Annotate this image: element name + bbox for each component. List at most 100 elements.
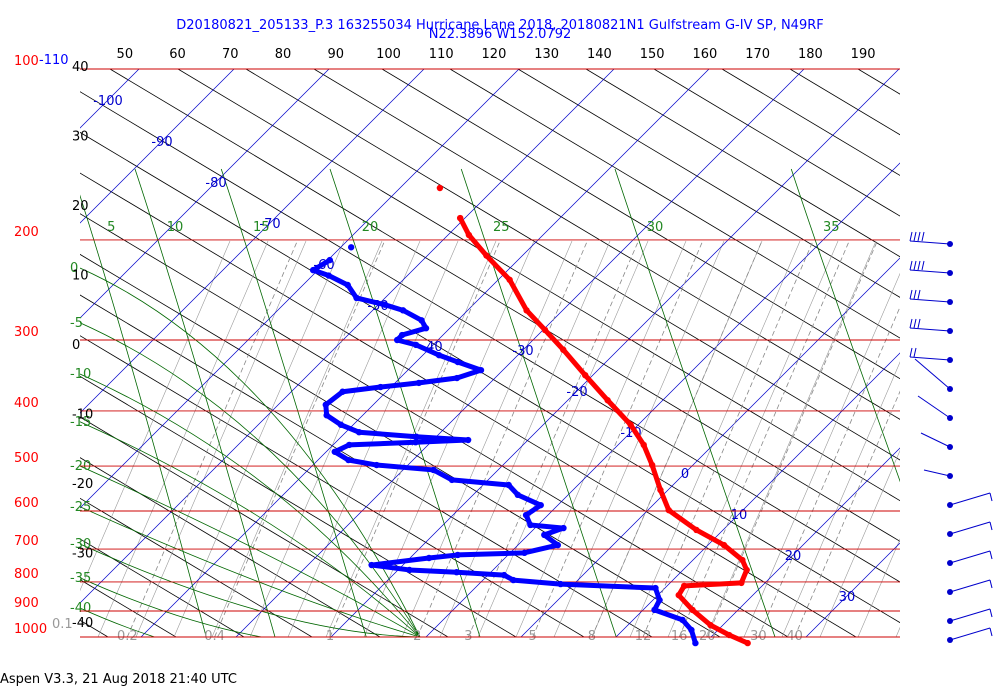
isotherm-label: 0 [681, 467, 689, 482]
height-tick-label: -30 [72, 547, 93, 562]
moist-adiabat [614, 168, 776, 637]
theta-left-label: -15 [70, 415, 91, 430]
wind-barb-flag [989, 492, 993, 502]
height-tick-label: 40 [72, 60, 89, 75]
profile-point [656, 596, 663, 604]
theta-top-label: 5 [107, 220, 115, 235]
mixing-ratio-label: 5 [529, 629, 537, 644]
profile-point [582, 371, 589, 379]
theta-left-label: -25 [70, 500, 91, 515]
profile-point [541, 326, 549, 334]
mixing-ratio-label: 0.4 [204, 629, 225, 644]
isotherm-label: -70 [259, 217, 280, 232]
profile-point [521, 549, 528, 557]
profile-point [353, 294, 360, 302]
wind-barb-flag [921, 231, 925, 242]
adiabat [80, 172, 857, 637]
wind-barb [949, 550, 991, 564]
mixing-ratio-line [794, 390, 900, 637]
moist-adiabat [80, 543, 421, 637]
top-tick-label: 160 [692, 47, 717, 62]
pressure-label: 800 [14, 567, 39, 582]
wind-barb-flag [989, 608, 993, 618]
wind-barb-flag [909, 289, 913, 300]
profile-point [560, 346, 567, 353]
isotherm [80, 69, 235, 224]
wind-barb-flag [909, 318, 913, 329]
profile-point [399, 307, 407, 314]
profile-point [422, 325, 430, 332]
profile-point [720, 541, 728, 549]
theta-left-label: -40 [70, 601, 91, 616]
wind-barb [909, 269, 951, 274]
adiabat [80, 457, 381, 637]
moist-adiabat [80, 577, 420, 637]
pressure-label: 600 [14, 496, 39, 511]
gray-guide [249, 240, 421, 637]
chart-subtitle: N22.3896 W152.0792 [429, 27, 572, 42]
profile-point [707, 621, 714, 629]
adiabat [857, 69, 900, 95]
theta-top-label: 25 [493, 220, 510, 235]
wind-barb [914, 358, 951, 390]
profile-point [309, 266, 317, 274]
top-tick-label: 60 [169, 47, 186, 62]
top-tick-label: 170 [745, 47, 770, 62]
moist-adiabat [220, 168, 367, 637]
footer: Aspen V3.3, 21 Aug 2018 21:40 UTC [0, 672, 237, 687]
isotherm-label: -30 [512, 344, 533, 359]
profile-point [477, 366, 485, 374]
wind-barb-flag [909, 231, 913, 242]
isotherm [710, 447, 900, 637]
adiabat [80, 91, 900, 583]
profile-point [347, 244, 355, 251]
wind-barb-flag [989, 579, 993, 589]
mixing-ratio-label: 8 [588, 629, 596, 644]
adiabat [80, 497, 313, 637]
mixing-ratio-line [706, 240, 878, 637]
wind-barb-flag [921, 260, 925, 271]
profile-point [483, 252, 490, 259]
profile-point [454, 358, 461, 366]
profile-point [339, 388, 346, 395]
mixing-ratio-label: 0.2 [117, 629, 138, 644]
pressure-label: 400 [14, 396, 39, 411]
gray-guide [80, 240, 231, 592]
theta-left-label: -5 [70, 316, 83, 331]
profile-point [679, 616, 686, 624]
profile-point [627, 421, 634, 428]
adiabat [80, 375, 517, 637]
wind-barb [917, 395, 951, 419]
mixing-ratio-label: 30 [750, 629, 767, 644]
wind-barb-flag [913, 318, 917, 329]
profile-point [337, 421, 345, 428]
adiabat [80, 213, 789, 637]
pressure-label: 1000 [14, 622, 47, 637]
profile-point [453, 374, 461, 382]
mixing-ratio-label: 2 [413, 629, 421, 644]
isotherm-label: -80 [205, 176, 226, 191]
profile-point [652, 584, 659, 592]
wind-barb [949, 579, 991, 593]
top-tick-label: 50 [117, 47, 134, 62]
adiabat [80, 253, 721, 637]
profile-point [346, 441, 353, 449]
mixing-ratio-label: 16 [671, 629, 688, 644]
height-tick-label: 30 [72, 130, 89, 145]
adiabat [585, 69, 900, 258]
profile-point [510, 576, 517, 584]
isotherm [0, 69, 44, 637]
profile-point [464, 436, 472, 444]
profile-point [322, 401, 329, 408]
mixing-ratio-label: 12 [635, 629, 652, 644]
wind-barb-flag [913, 260, 917, 271]
profile-point [665, 506, 672, 514]
theta-top-label: 15 [253, 220, 270, 235]
profile-point [430, 466, 437, 474]
profile-point [323, 412, 330, 419]
moist-adiabat [329, 168, 481, 637]
profile-point [393, 336, 401, 344]
adiabat [80, 416, 449, 637]
adiabat [381, 69, 900, 380]
profile-point [377, 383, 384, 391]
